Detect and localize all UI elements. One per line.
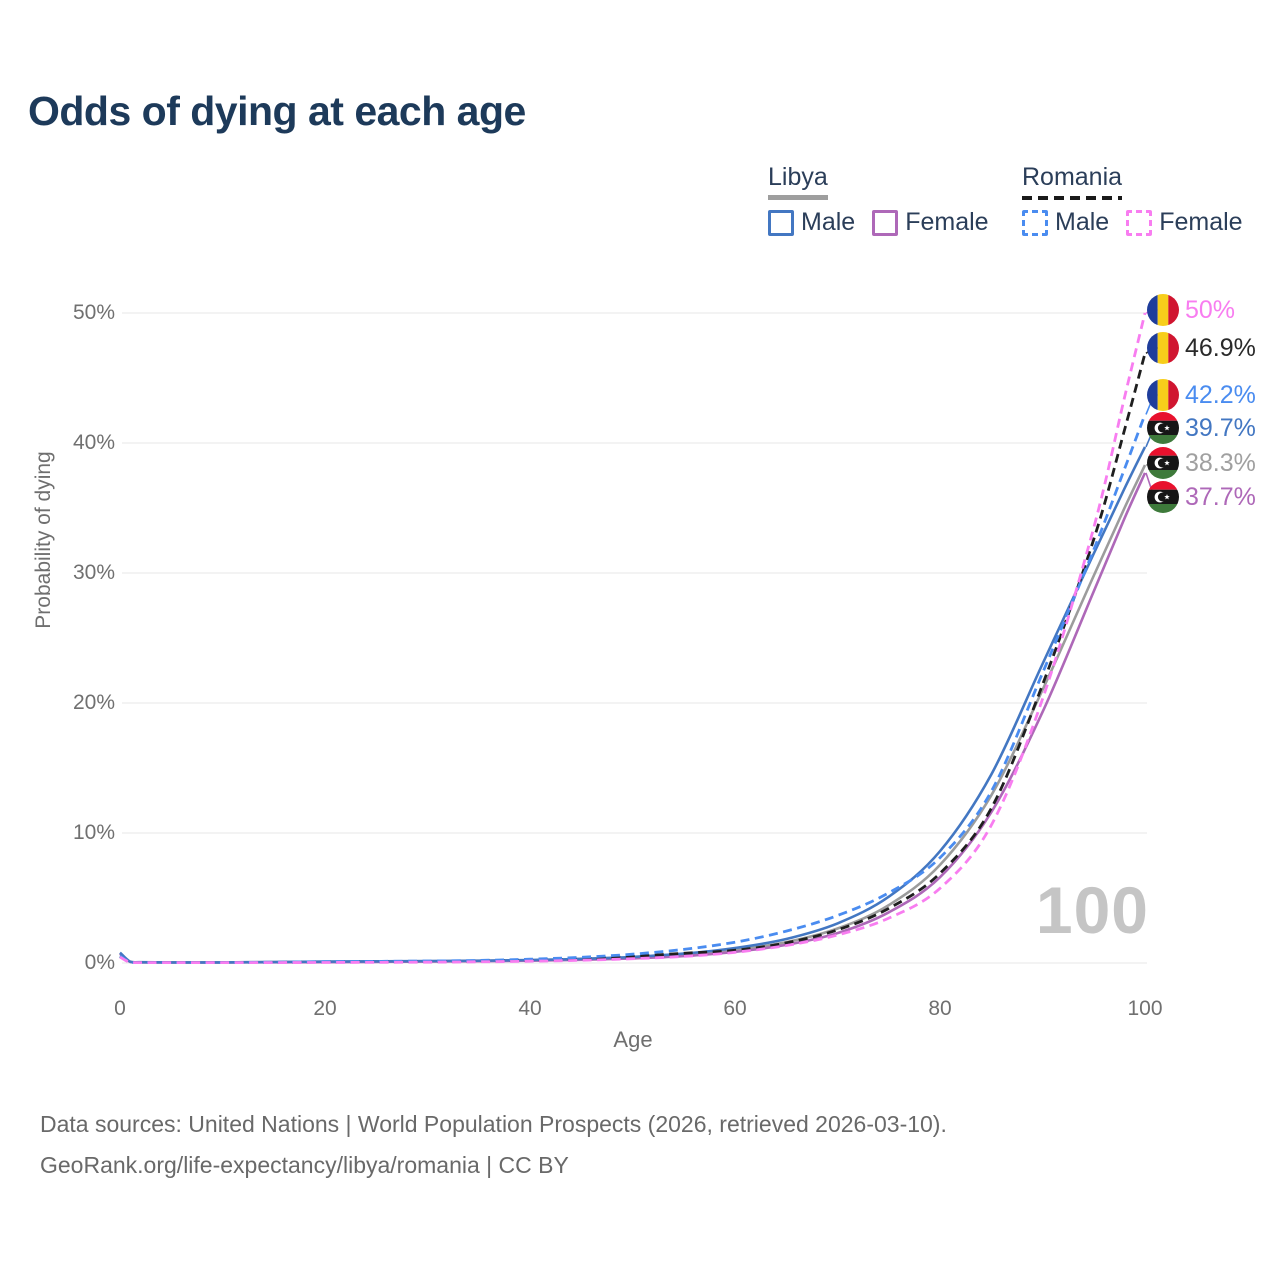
footer-data-sources: Data sources: United Nations | World Pop… xyxy=(40,1111,947,1137)
end-label-romania-male: 42.2% xyxy=(1147,379,1256,411)
legend-items-romania: Male Female xyxy=(1022,208,1243,237)
legend-item-libya-female[interactable]: Female xyxy=(872,208,989,237)
legend-linestyle-solid-sample xyxy=(768,195,828,200)
x-tick-label: 100 xyxy=(1127,997,1163,1020)
age-watermark: 100 xyxy=(1035,873,1149,947)
legend-linestyle-dashed-sample xyxy=(1022,196,1123,200)
legend-group-romania: Romania Male Female xyxy=(1022,163,1243,237)
end-label-libya-male: 39.7% xyxy=(1147,412,1256,444)
x-tick-label: 0 xyxy=(114,997,126,1020)
legend-country-libya: Libya xyxy=(768,163,828,200)
line-libya-male[interactable] xyxy=(119,446,1147,964)
legend-group-libya: Libya Male Female xyxy=(768,163,989,237)
end-label-libya-female: 37.7% xyxy=(1147,481,1256,513)
libya-flag-icon xyxy=(1147,412,1179,444)
line-libya-female[interactable] xyxy=(119,472,1147,964)
legend-items-libya: Male Female xyxy=(768,208,989,237)
gridlines xyxy=(122,312,1147,964)
legend-item-libya-male[interactable]: Male xyxy=(768,208,855,237)
footer-attribution: GeoRank.org/life-expectancy/libya/romani… xyxy=(40,1152,569,1178)
legend-item-romania-male[interactable]: Male xyxy=(1022,208,1109,237)
x-axis-title: Age xyxy=(613,1027,653,1052)
end-label-libya-both-sexes: 38.3% xyxy=(1147,447,1256,479)
legend-country-label: Libya xyxy=(768,163,828,191)
libya-flag-icon xyxy=(1147,481,1179,513)
romania-flag-icon xyxy=(1147,294,1179,326)
line-romania-male[interactable] xyxy=(119,413,1147,965)
y-tick-label: 10% xyxy=(72,821,115,844)
x-tick-label: 80 xyxy=(928,997,952,1020)
libya-flag-icon xyxy=(1147,447,1179,479)
end-value-label: 37.7% xyxy=(1185,482,1256,511)
legend-item-label: Male xyxy=(801,208,856,236)
chart-title: Odds of dying at each age xyxy=(28,88,526,134)
legend-item-label: Female xyxy=(905,208,989,236)
footer: Data sources: United Nations | World Pop… xyxy=(40,1104,947,1186)
romania-female-swatch-icon xyxy=(1126,209,1153,236)
x-tick-label: 60 xyxy=(723,997,747,1020)
x-tick-label: 20 xyxy=(313,997,337,1020)
line-libya-both[interactable] xyxy=(119,464,1147,964)
legend-item-label: Female xyxy=(1159,208,1243,236)
legend-country-label: Romania xyxy=(1022,163,1123,191)
y-tick-label: 0% xyxy=(84,951,115,974)
romania-flag-icon xyxy=(1147,379,1179,411)
x-tick-label: 40 xyxy=(518,997,542,1020)
y-tick-label: 30% xyxy=(72,561,115,584)
end-value-label: 50% xyxy=(1185,295,1236,324)
end-label-romania-female: 50% xyxy=(1147,294,1235,326)
y-axis-title: Probability of dying xyxy=(32,451,55,629)
legend-item-label: Male xyxy=(1055,208,1110,236)
end-value-label: 46.9% xyxy=(1185,333,1256,362)
end-value-label: 42.2% xyxy=(1185,380,1256,409)
y-tick-label: 20% xyxy=(72,691,115,714)
y-tick-label: 50% xyxy=(72,301,115,324)
romania-flag-icon xyxy=(1147,332,1179,364)
romania-male-swatch-icon xyxy=(1022,209,1048,236)
y-tick-label: 40% xyxy=(72,431,115,454)
end-label-romania-both-sexes: 46.9% xyxy=(1147,332,1256,364)
end-value-label: 38.3% xyxy=(1185,448,1256,477)
legend-country-romania: Romania xyxy=(1022,163,1123,200)
end-value-label: 39.7% xyxy=(1185,413,1256,442)
line-romania-both[interactable] xyxy=(119,352,1147,965)
libya-male-swatch-icon xyxy=(768,209,794,236)
line-romania-female[interactable] xyxy=(119,312,1147,965)
libya-female-swatch-icon xyxy=(872,209,899,236)
legend-item-romania-female[interactable]: Female xyxy=(1126,208,1243,237)
